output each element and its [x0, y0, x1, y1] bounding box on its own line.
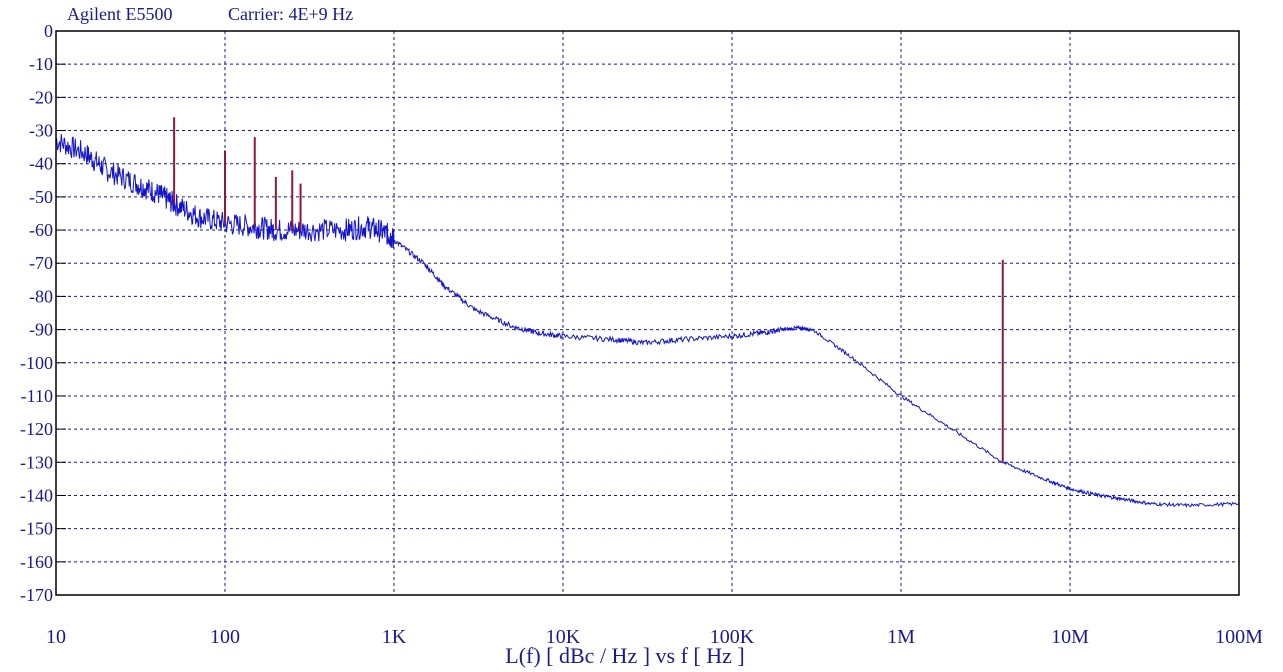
- x-tick-label: 1K: [382, 626, 407, 648]
- x-tick-label: 100M: [1215, 626, 1263, 648]
- y-tick-label: -30: [29, 121, 53, 141]
- y-tick-label: -60: [29, 220, 53, 240]
- noise-trace-layer: [55, 133, 1240, 509]
- y-tick-label: 0: [44, 21, 53, 41]
- x-tick-label: 10: [46, 626, 66, 648]
- y-tick-label: -40: [29, 154, 53, 174]
- x-tick-label: 100K: [710, 626, 755, 648]
- x-tick-label: 10M: [1051, 626, 1089, 648]
- plot-frame: [55, 30, 1240, 596]
- chart-header-instrument: Agilent E5500: [67, 4, 173, 24]
- y-tick-label: -100: [20, 353, 53, 373]
- y-tick-label: -50: [29, 187, 53, 207]
- x-tick-label: 100: [210, 626, 240, 648]
- y-tick-label: -170: [20, 585, 53, 605]
- y-tick-label: -20: [29, 87, 53, 107]
- y-tick-label: -10: [29, 54, 53, 74]
- noise-trace: [55, 133, 1240, 509]
- y-tick-label: -150: [20, 519, 53, 539]
- y-tick-label: -140: [20, 485, 53, 505]
- y-tick-label: -160: [20, 552, 53, 572]
- grid-layer: [56, 31, 1239, 595]
- y-tick-label: -110: [21, 386, 53, 406]
- tick-label-layer: 0 -10 -20 -30 -40 -50 -60 -70 -80 -90 -100 -110 -120…: [20, 21, 1263, 648]
- x-tick-label: 10K: [546, 626, 581, 648]
- y-tick-label: -90: [29, 320, 53, 340]
- chart-header-carrier: Carrier: 4E+9 Hz: [228, 4, 354, 24]
- x-axis-label: L(f) [ dBc / Hz ] vs f [ Hz ]: [505, 643, 744, 668]
- y-tick-label: -120: [20, 419, 53, 439]
- x-tick-label: 1M: [887, 626, 915, 648]
- spur-layer: [173, 117, 1004, 463]
- y-tick-label: -70: [29, 253, 53, 273]
- y-tick-label: -80: [29, 286, 53, 306]
- y-tick-label: -130: [20, 452, 53, 472]
